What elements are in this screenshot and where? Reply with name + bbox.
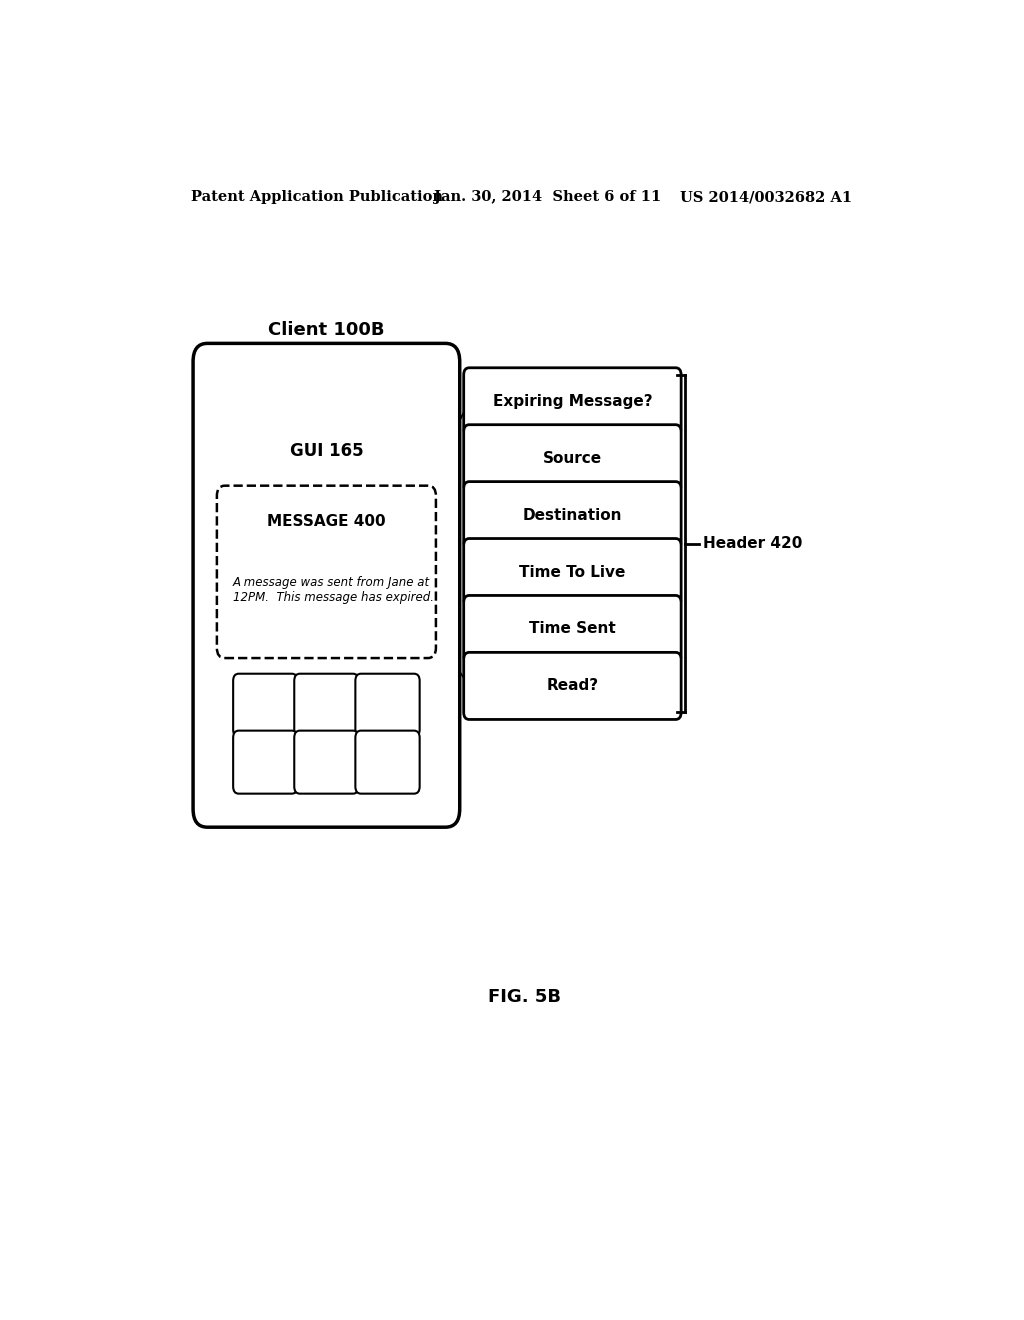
FancyBboxPatch shape: [464, 652, 681, 719]
Text: MESSAGE 400: MESSAGE 400: [267, 515, 386, 529]
FancyBboxPatch shape: [355, 731, 420, 793]
Text: Expiring Message?: Expiring Message?: [493, 393, 652, 409]
Text: US 2014/0032682 A1: US 2014/0032682 A1: [680, 190, 852, 205]
Text: Patent Application Publication: Patent Application Publication: [191, 190, 443, 205]
Text: GUI 165: GUI 165: [290, 442, 364, 461]
FancyBboxPatch shape: [233, 731, 297, 793]
FancyBboxPatch shape: [217, 486, 436, 659]
FancyBboxPatch shape: [464, 595, 681, 663]
Text: A message was sent from Jane at
12PM.  This message has expired.: A message was sent from Jane at 12PM. Th…: [232, 576, 434, 605]
FancyBboxPatch shape: [294, 731, 358, 793]
Text: Time Sent: Time Sent: [529, 622, 615, 636]
Text: Source: Source: [543, 450, 602, 466]
FancyBboxPatch shape: [233, 673, 297, 737]
Text: Jan. 30, 2014  Sheet 6 of 11: Jan. 30, 2014 Sheet 6 of 11: [433, 190, 660, 205]
FancyBboxPatch shape: [464, 425, 681, 492]
Text: Header 420: Header 420: [702, 536, 802, 552]
FancyBboxPatch shape: [464, 482, 681, 549]
FancyBboxPatch shape: [464, 368, 681, 434]
Text: Input Device 180: Input Device 180: [247, 680, 406, 697]
Text: Client 100B: Client 100B: [268, 321, 385, 339]
FancyBboxPatch shape: [294, 673, 358, 737]
Text: FIG. 5B: FIG. 5B: [488, 987, 561, 1006]
FancyBboxPatch shape: [464, 539, 681, 606]
Text: Read?: Read?: [547, 678, 598, 693]
FancyBboxPatch shape: [194, 343, 460, 828]
Text: Destination: Destination: [522, 508, 623, 523]
FancyBboxPatch shape: [355, 673, 420, 737]
Text: Time To Live: Time To Live: [519, 565, 626, 579]
